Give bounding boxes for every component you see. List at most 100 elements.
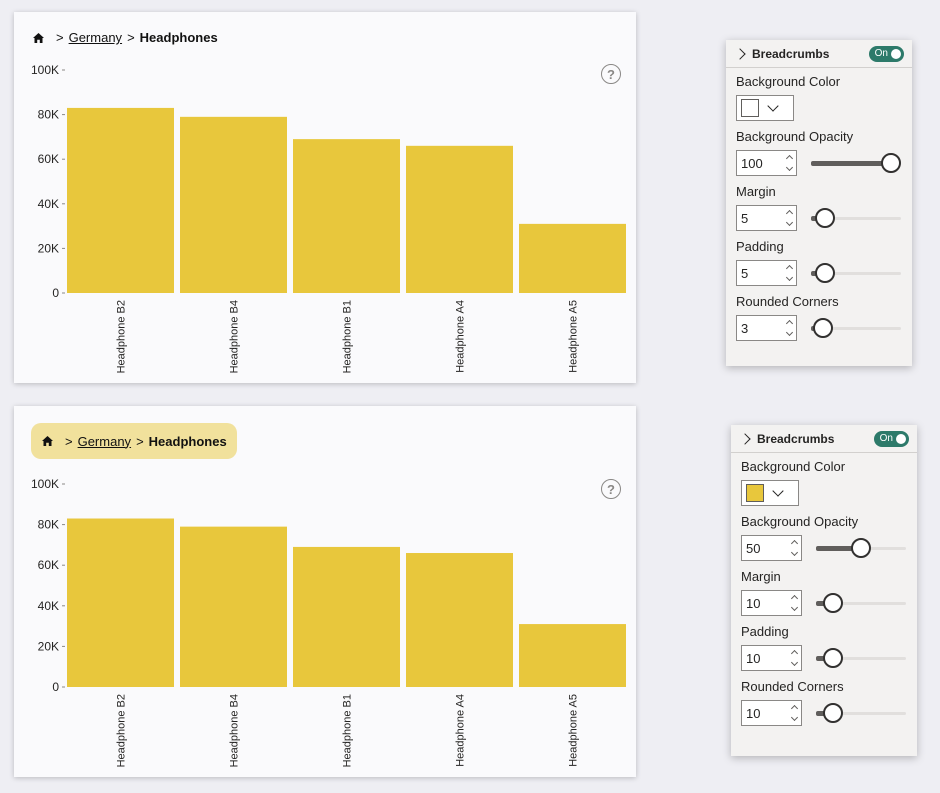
margin-slider[interactable] bbox=[816, 593, 906, 613]
bar bbox=[519, 624, 626, 687]
slider-thumb[interactable] bbox=[881, 153, 901, 173]
toggle-knob bbox=[896, 433, 906, 444]
panel-header[interactable]: Breadcrumbs On bbox=[731, 425, 917, 453]
bar bbox=[67, 107, 174, 293]
rounded-corners-slider[interactable] bbox=[811, 318, 901, 338]
y-tick-label: 20K bbox=[38, 639, 59, 653]
slider-thumb[interactable] bbox=[823, 703, 843, 723]
x-category-label: Headphone B1 bbox=[342, 694, 354, 767]
padding-input[interactable]: 10 bbox=[741, 645, 802, 671]
format-panel-breadcrumbs: Breadcrumbs On Background Color Backgrou… bbox=[726, 40, 912, 366]
background-opacity-label: Background Opacity bbox=[736, 129, 854, 144]
y-tick-label: 80K bbox=[38, 108, 59, 122]
spin-arrows[interactable] bbox=[787, 646, 801, 670]
rounded-corners-label: Rounded Corners bbox=[736, 294, 839, 309]
toggle-knob bbox=[891, 48, 901, 59]
breadcrumb-current: Headphones bbox=[148, 433, 227, 449]
x-category-label: Headphone A5 bbox=[568, 300, 580, 373]
chevron-right-icon[interactable] bbox=[734, 47, 746, 60]
help-icon[interactable]: ? bbox=[601, 64, 621, 84]
rounded-corners-slider[interactable] bbox=[816, 703, 906, 723]
background-opacity-input[interactable]: 100 bbox=[736, 150, 797, 176]
spin-value: 3 bbox=[741, 320, 749, 336]
spin-arrows[interactable] bbox=[782, 316, 796, 340]
y-tick-label: 80K bbox=[38, 518, 59, 532]
rounded-corners-input[interactable]: 10 bbox=[741, 700, 802, 726]
slider-thumb[interactable] bbox=[814, 263, 835, 283]
padding-slider[interactable] bbox=[816, 648, 906, 668]
y-tick-label: 60K bbox=[38, 558, 59, 572]
breadcrumb-separator: > bbox=[136, 433, 144, 449]
on-toggle[interactable]: On bbox=[873, 430, 909, 447]
y-tick-label: 40K bbox=[38, 197, 59, 211]
y-tick-label: 100K bbox=[31, 63, 59, 77]
bar bbox=[293, 546, 400, 687]
slider-thumb[interactable] bbox=[823, 593, 843, 613]
bar-chart-visual: > Germany > Headphones ? 0 20K 40K 60K 80K 10… bbox=[14, 12, 636, 383]
margin-slider[interactable] bbox=[811, 208, 901, 228]
y-tick-label: 100K bbox=[31, 477, 59, 491]
spin-arrows[interactable] bbox=[782, 206, 796, 230]
padding-label: Padding bbox=[736, 239, 784, 254]
background-opacity-input[interactable]: 50 bbox=[741, 535, 802, 561]
bar bbox=[519, 223, 626, 293]
padding-label: Padding bbox=[741, 624, 789, 639]
y-tick-label: 0 bbox=[52, 680, 59, 694]
spin-value: 10 bbox=[746, 705, 761, 721]
spin-arrows[interactable] bbox=[787, 591, 801, 615]
bar bbox=[293, 139, 400, 293]
rounded-corners-input[interactable]: 3 bbox=[736, 315, 797, 341]
bar-chart: 0 20K 40K 60K 80K 100K Headphone B2 Headphone B… bbox=[31, 63, 626, 373]
margin-input[interactable]: 10 bbox=[741, 590, 802, 616]
help-icon-glyph: ? bbox=[607, 481, 615, 497]
breadcrumb-level-link[interactable]: Germany bbox=[77, 433, 132, 449]
x-category-label: Headphone A4 bbox=[455, 300, 467, 373]
background-color-picker[interactable] bbox=[736, 95, 794, 121]
bar bbox=[67, 518, 174, 687]
spin-arrows[interactable] bbox=[782, 261, 796, 285]
slider-thumb[interactable] bbox=[814, 208, 835, 228]
help-icon[interactable]: ? bbox=[601, 479, 621, 499]
color-swatch bbox=[741, 99, 759, 117]
spin-value: 5 bbox=[741, 265, 749, 281]
background-color-label: Background Color bbox=[741, 459, 846, 474]
x-category-label: Headphone B4 bbox=[229, 694, 241, 767]
x-category-label: Headphone B2 bbox=[116, 694, 128, 767]
slider-thumb[interactable] bbox=[851, 538, 871, 558]
panel-title: Breadcrumbs bbox=[752, 46, 830, 61]
slider-thumb[interactable] bbox=[823, 648, 843, 668]
x-category-label: Headphone B1 bbox=[342, 300, 354, 373]
padding-input[interactable]: 5 bbox=[736, 260, 797, 286]
margin-input[interactable]: 5 bbox=[736, 205, 797, 231]
spin-arrows[interactable] bbox=[782, 151, 796, 175]
bar-chart-visual: > Germany > Headphones ? 0 20K 40K 60K 80K 10… bbox=[14, 406, 636, 777]
toggle-label: On bbox=[874, 48, 888, 59]
background-opacity-label: Background Opacity bbox=[741, 514, 859, 529]
slider-thumb[interactable] bbox=[813, 318, 834, 338]
spin-arrows[interactable] bbox=[787, 701, 801, 725]
y-tick-label: 40K bbox=[38, 599, 59, 613]
background-color-picker[interactable] bbox=[741, 480, 799, 506]
bar bbox=[406, 553, 513, 687]
margin-label: Margin bbox=[736, 184, 776, 199]
chevron-down-icon bbox=[772, 485, 784, 497]
home-icon[interactable] bbox=[32, 32, 45, 44]
background-opacity-slider[interactable] bbox=[811, 153, 901, 173]
breadcrumb-separator: > bbox=[56, 30, 64, 45]
rounded-corners-label: Rounded Corners bbox=[741, 679, 844, 694]
home-icon[interactable] bbox=[41, 435, 54, 447]
spin-value: 50 bbox=[746, 540, 761, 556]
help-icon-glyph: ? bbox=[607, 66, 615, 82]
on-toggle[interactable]: On bbox=[868, 45, 904, 62]
panel-header[interactable]: Breadcrumbs On bbox=[726, 40, 912, 68]
panel-title: Breadcrumbs bbox=[757, 431, 835, 446]
breadcrumb-level-link[interactable]: Germany bbox=[68, 30, 123, 45]
background-opacity-slider[interactable] bbox=[816, 538, 906, 558]
y-tick-label: 0 bbox=[52, 286, 59, 300]
chevron-right-icon[interactable] bbox=[739, 432, 751, 445]
padding-slider[interactable] bbox=[811, 263, 901, 283]
toggle-label: On bbox=[879, 433, 893, 444]
chevron-down-icon bbox=[767, 100, 779, 112]
bar bbox=[406, 145, 513, 293]
spin-arrows[interactable] bbox=[787, 536, 801, 560]
